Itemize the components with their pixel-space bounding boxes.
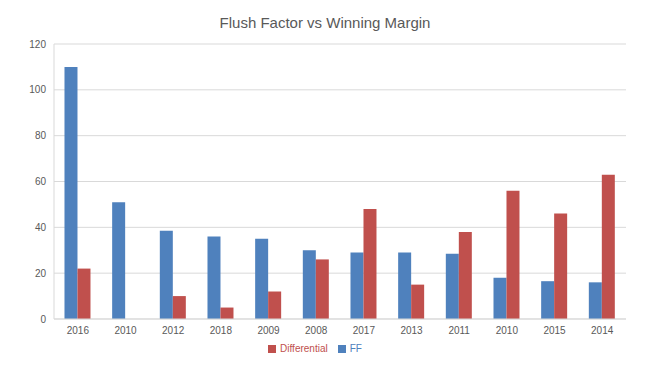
svg-text:2011: 2011 bbox=[448, 325, 470, 336]
svg-text:80: 80 bbox=[35, 130, 47, 141]
svg-text:0: 0 bbox=[40, 314, 46, 325]
svg-text:2010: 2010 bbox=[496, 325, 519, 336]
svg-text:2009: 2009 bbox=[257, 325, 280, 336]
html-text:Differential: Differential bbox=[280, 343, 328, 354]
svg-text:2018: 2018 bbox=[210, 325, 233, 336]
svg-text:2016: 2016 bbox=[67, 325, 90, 336]
svg-text:40: 40 bbox=[35, 222, 47, 233]
svg-text:2015: 2015 bbox=[543, 325, 566, 336]
svg-text:2008: 2008 bbox=[305, 325, 328, 336]
svg-text:2014: 2014 bbox=[591, 325, 614, 336]
svg-text:2017: 2017 bbox=[353, 325, 376, 336]
svg-text:60: 60 bbox=[35, 176, 47, 187]
svg-text:120: 120 bbox=[29, 39, 46, 50]
svg-text:20: 20 bbox=[35, 268, 47, 279]
svg-text:100: 100 bbox=[29, 84, 46, 95]
html-text:FF: FF bbox=[349, 343, 362, 354]
html-text:Flush Factor vs Winning Margin: Flush Factor vs Winning Margin bbox=[219, 14, 431, 31]
svg-text:2010: 2010 bbox=[114, 325, 137, 336]
svg-text:2012: 2012 bbox=[162, 325, 185, 336]
svg-text:2013: 2013 bbox=[400, 325, 423, 336]
